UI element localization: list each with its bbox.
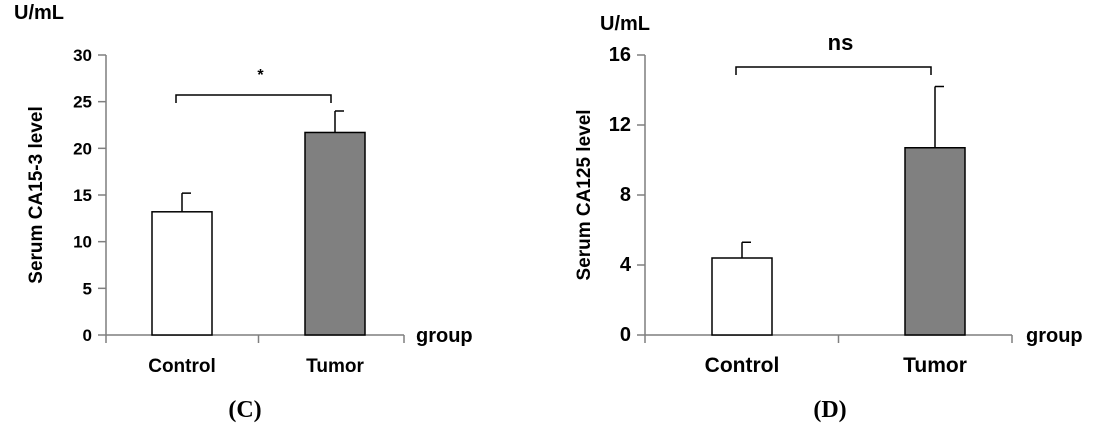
y-tick-label: 25 <box>73 93 92 112</box>
y-tick-label: 0 <box>620 324 631 346</box>
significance-bracket <box>735 66 932 75</box>
bar-tumor <box>904 147 966 336</box>
y-tick-label: 16 <box>609 44 631 66</box>
chart-panel-d: U/mL Serum CA125 level 0 4 8 12 16 group Control… <box>574 13 1083 423</box>
y-tick-label: 12 <box>609 114 631 136</box>
category-label: Tumor <box>306 356 364 377</box>
significance-marker: ns <box>828 30 854 55</box>
category-label: Control <box>148 356 216 377</box>
y-tick-label: 30 <box>73 46 92 65</box>
unit-label: U/mL <box>600 13 650 35</box>
panel-label: (C) <box>228 397 261 423</box>
significance-bracket <box>175 94 332 103</box>
panel-label: (D) <box>813 397 846 423</box>
y-tick-label: 0 <box>83 326 92 345</box>
chart-panel-c: U/mL Serum CA15-3 level 0 5 10 15 20 25 30 group C… <box>14 2 473 423</box>
significance-marker: * <box>257 67 264 84</box>
y-tick-label: 15 <box>73 186 92 205</box>
y-axis-title: Serum CA125 level <box>574 109 595 280</box>
bar-control <box>151 211 213 336</box>
x-axis-title: group <box>1026 325 1083 347</box>
unit-label: U/mL <box>14 2 64 24</box>
y-tick-label: 8 <box>620 184 631 206</box>
category-label: Control <box>705 354 780 377</box>
x-axis-title: group <box>416 325 473 347</box>
y-tick-label: 4 <box>620 254 632 276</box>
category-label: Tumor <box>903 354 967 377</box>
y-tick-label: 5 <box>83 279 92 298</box>
bar-control <box>711 257 773 336</box>
y-tick-label: 20 <box>73 139 92 158</box>
y-axis-title: Serum CA15-3 level <box>26 106 47 283</box>
y-tick-label: 10 <box>73 233 92 252</box>
bar-tumor <box>304 131 366 336</box>
